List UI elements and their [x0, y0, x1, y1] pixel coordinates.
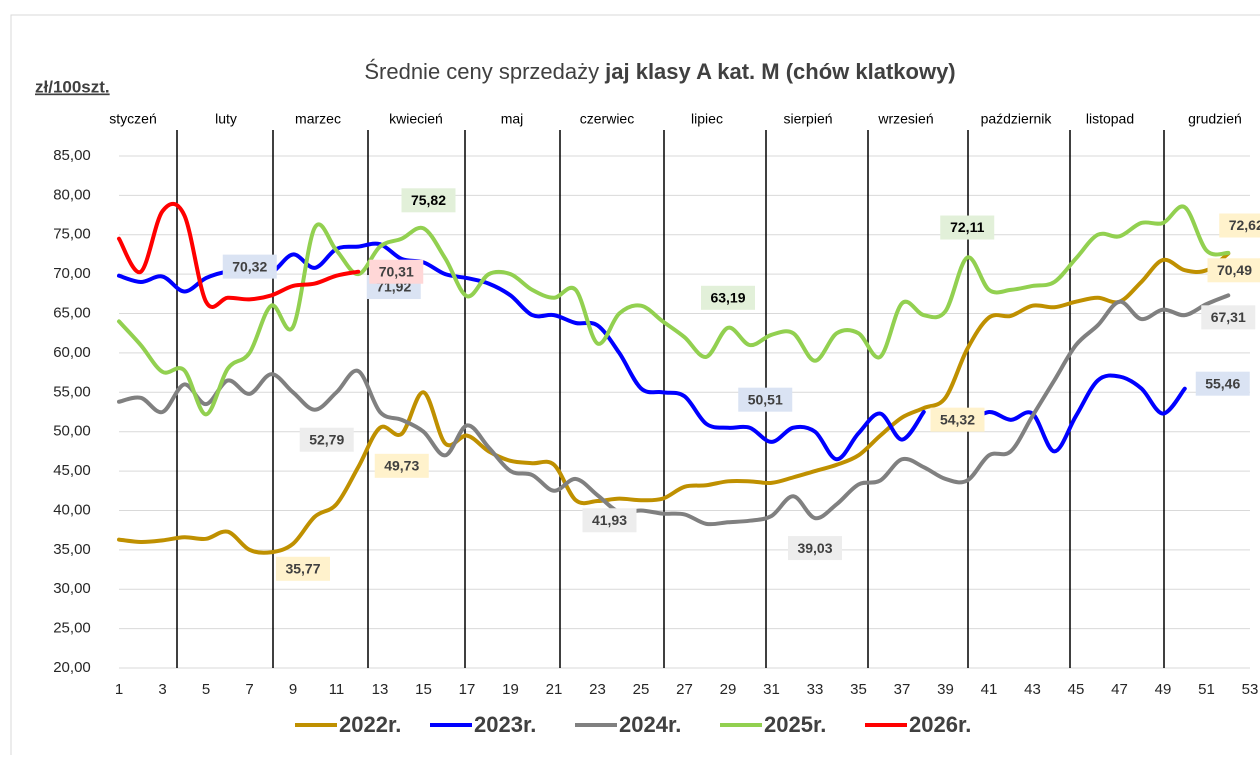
data-label: 54,32	[931, 408, 985, 432]
data-label: 67,31	[1201, 305, 1255, 329]
month-label: sierpień	[783, 111, 832, 127]
y-tick-label: 65,00	[53, 305, 91, 322]
x-tick-label: 31	[763, 681, 780, 698]
month-label: czerwiec	[580, 111, 634, 127]
legend-label: 2024r.	[619, 712, 681, 737]
data-label-text: 54,32	[940, 411, 975, 427]
data-label-text: 72,11	[950, 219, 984, 235]
month-label: listopad	[1086, 111, 1134, 127]
data-label: 70,49	[1208, 258, 1260, 282]
data-label-text: 72,62	[1229, 217, 1260, 233]
data-label-text: 39,03	[797, 540, 832, 556]
x-tick-label: 49	[1155, 681, 1172, 698]
y-tick-label: 35,00	[53, 541, 91, 558]
y-tick-label: 75,00	[53, 226, 91, 243]
x-tick-label: 47	[1111, 681, 1128, 698]
x-tick-label: 5	[202, 681, 210, 698]
x-tick-label: 9	[289, 681, 297, 698]
x-tick-label: 23	[589, 681, 606, 698]
data-label: 50,51	[738, 388, 792, 412]
month-label: kwiecień	[389, 111, 443, 127]
y-tick-label: 85,00	[53, 147, 91, 164]
data-label: 63,19	[701, 286, 755, 310]
data-label: 35,77	[276, 557, 330, 581]
x-tick-label: 51	[1198, 681, 1215, 698]
x-tick-label: 33	[807, 681, 824, 698]
title-part: Średnie ceny sprzedaży	[364, 59, 599, 84]
y-tick-label: 50,00	[53, 423, 91, 440]
data-label-text: 49,73	[384, 458, 419, 474]
y-tick-label: 30,00	[53, 580, 91, 597]
data-label: 75,82	[402, 188, 456, 212]
month-label: wrzesień	[877, 111, 933, 127]
x-tick-label: 45	[1068, 681, 1085, 698]
x-tick-label: 1	[115, 681, 123, 698]
data-label: 41,93	[583, 508, 637, 532]
y-unit: zł/100szt.	[35, 77, 110, 96]
data-label-text: 55,46	[1205, 375, 1240, 391]
x-tick-label: 3	[158, 681, 166, 698]
chart-border	[11, 15, 1260, 755]
y-tick-label: 55,00	[53, 383, 91, 400]
x-tick-label: 29	[720, 681, 737, 698]
data-label: 72,11	[940, 216, 994, 240]
x-tick-label: 41	[981, 681, 998, 698]
x-tick-label: 27	[676, 681, 693, 698]
legend-label: 2022r.	[339, 712, 401, 737]
data-label: 55,46	[1196, 372, 1250, 396]
legend-label: 2025r.	[764, 712, 826, 737]
month-label: lipiec	[691, 111, 723, 127]
x-tick-label: 11	[329, 681, 345, 698]
x-tick-label: 53	[1242, 681, 1259, 698]
data-label: 49,73	[375, 454, 429, 478]
data-label-text: 70,31	[379, 263, 414, 279]
x-tick-label: 25	[633, 681, 650, 698]
month-label: styczeń	[109, 111, 156, 127]
x-tick-label: 39	[937, 681, 954, 698]
data-label: 39,03	[788, 536, 842, 560]
data-label-text: 70,32	[232, 258, 267, 274]
data-label-text: 67,31	[1211, 309, 1246, 325]
legend-label: 2026r.	[909, 712, 971, 737]
x-tick-label: 43	[1024, 681, 1041, 698]
x-tick-label: 7	[245, 681, 253, 698]
y-tick-label: 20,00	[53, 659, 91, 676]
month-label: luty	[215, 111, 237, 127]
data-label-text: 41,93	[592, 512, 627, 528]
y-tick-label: 45,00	[53, 462, 91, 479]
x-tick-label: 35	[850, 681, 867, 698]
x-tick-label: 15	[415, 681, 432, 698]
month-label: marzec	[295, 111, 341, 127]
month-label: grudzień	[1188, 111, 1242, 127]
y-tick-label: 40,00	[53, 501, 91, 518]
x-tick-label: 21	[546, 681, 563, 698]
x-tick-label: 13	[372, 681, 389, 698]
y-tick-label: 60,00	[53, 344, 91, 361]
data-label: 70,32	[223, 255, 277, 279]
month-label: październik	[981, 111, 1053, 127]
data-label-text: 35,77	[285, 560, 320, 576]
data-label-text: 63,19	[710, 289, 745, 305]
title-part: jaj klasy A kat. M (chów klatkowy)	[604, 59, 956, 84]
y-tick-label: 70,00	[53, 265, 91, 282]
data-label: 52,79	[300, 428, 354, 452]
data-label: 70,31	[369, 260, 423, 284]
data-label-text: 70,49	[1217, 262, 1252, 278]
y-tick-label: 25,00	[53, 620, 91, 637]
month-label: maj	[501, 111, 524, 127]
x-tick-label: 37	[894, 681, 911, 698]
data-label: 72,62	[1219, 214, 1260, 238]
data-label-text: 52,79	[309, 431, 344, 447]
data-label-text: 75,82	[411, 192, 446, 208]
y-tick-label: 80,00	[53, 186, 91, 203]
data-label-text: 50,51	[748, 391, 783, 407]
x-tick-label: 19	[502, 681, 519, 698]
x-tick-label: 17	[459, 681, 476, 698]
legend-label: 2023r.	[474, 712, 536, 737]
